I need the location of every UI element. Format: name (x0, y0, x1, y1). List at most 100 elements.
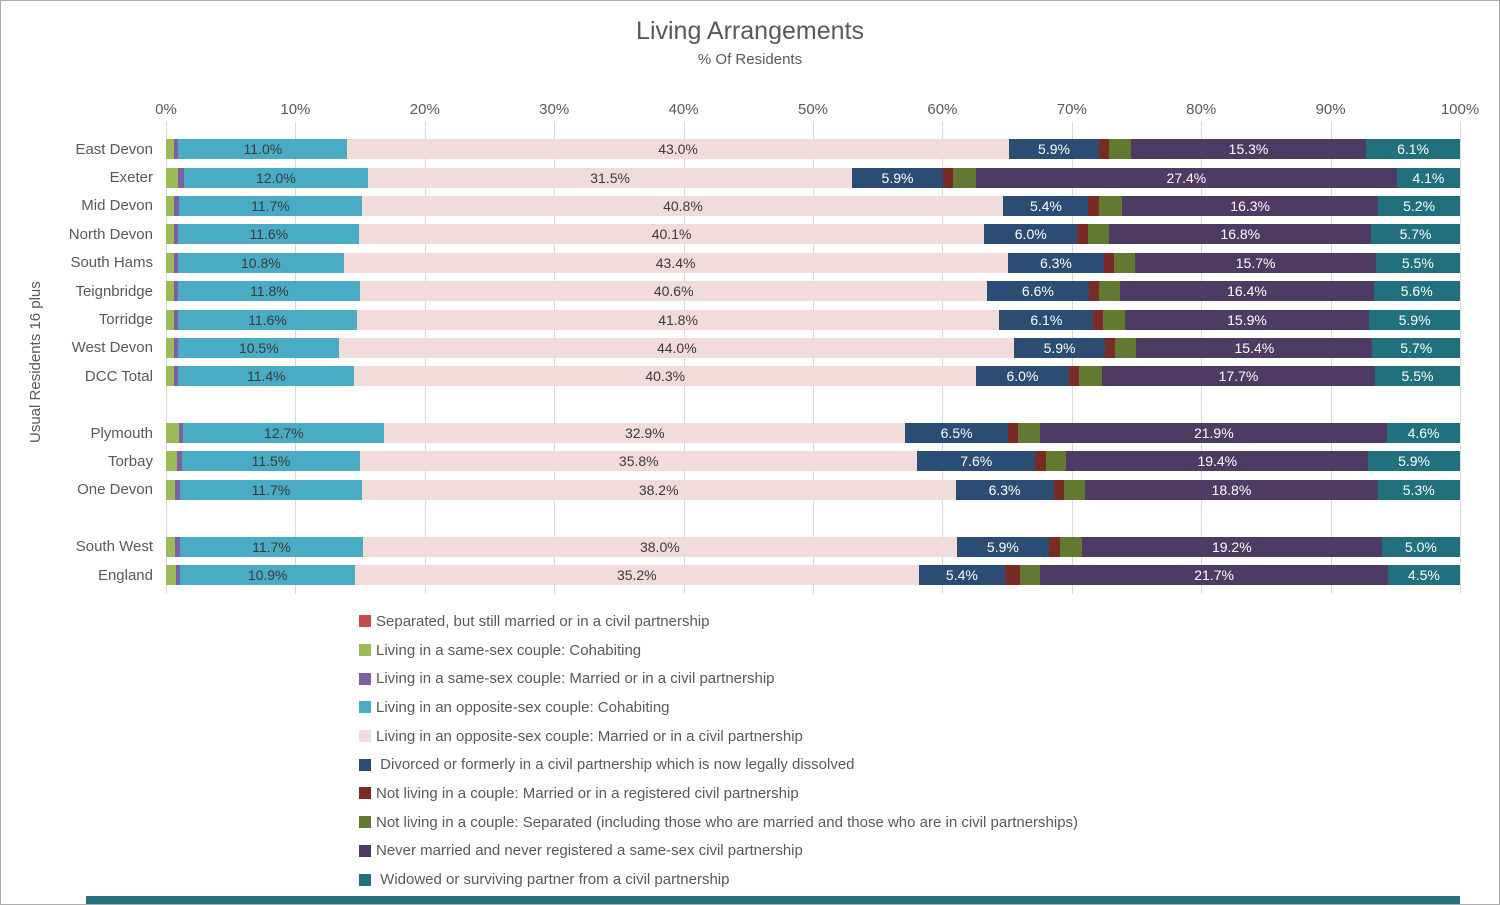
bar-value-label: 15.4% (1234, 339, 1275, 356)
stacked-bar: 11.5% 35.8% 7.6% 19.4% 5.9% (166, 451, 1460, 472)
bar-segment: 5.3% (1377, 479, 1460, 500)
bar-segment (173, 252, 179, 273)
category-label: Torbay (107, 452, 153, 470)
bar-segment (175, 536, 181, 557)
bar-value-label: 31.5% (590, 169, 630, 186)
bar-segment: 15.3% (1130, 139, 1367, 160)
bar-segment (166, 224, 174, 245)
bar-value-label: 4.1% (1412, 169, 1445, 186)
bar-value-label: 5.0% (1404, 538, 1437, 555)
bar-value-label: 6.3% (988, 481, 1021, 498)
spacer-row (1, 504, 1460, 532)
bar-segment (1098, 281, 1121, 302)
bar-value-label: 21.7% (1194, 567, 1234, 584)
bar-segment (1104, 252, 1115, 273)
bar-segment (1088, 195, 1099, 216)
bar-value-label: 11.7% (252, 538, 291, 555)
bar-segment: 6.0% (976, 366, 1069, 387)
bar-segment: 5.0% (1381, 536, 1460, 557)
bar-segment: 18.8% (1085, 479, 1378, 500)
chart-row: South Hams 10.8% 43.4% 6.3% 15.7% 5.5% (1, 249, 1460, 277)
bar-segment: 15.4% (1136, 337, 1373, 358)
bar-segment: 5.9% (852, 167, 943, 188)
bar-segment (1053, 479, 1064, 500)
bar-value-label: 6.0% (1006, 368, 1039, 385)
x-tick-label: 80% (1186, 101, 1217, 118)
bar-segment (1046, 451, 1067, 472)
legend-item: Divorced or formerly in a civil partners… (359, 750, 1078, 779)
bar-value-label: 40.1% (651, 226, 692, 243)
legend-item: Not living in a couple: Married or in a … (359, 779, 1078, 808)
bar-segment: 5.4% (918, 565, 1006, 586)
bar-segment (1114, 252, 1136, 273)
bottom-edge-strip (86, 896, 1460, 904)
category-label: North Devon (68, 225, 153, 243)
plot-area: East Devon 11.0% 43.0% 5.9% 15.3% 6.1% Exeter 1… (1, 135, 1460, 589)
bar-segment: 5.2% (1378, 195, 1460, 216)
bar-segment: 40.3% (354, 366, 977, 387)
legend-label: Separated, but still married or in a civ… (376, 612, 710, 630)
chart-row: Torridge 11.6% 41.8% 6.1% 15.9% 5.9% (1, 305, 1460, 333)
gridline (813, 122, 814, 594)
bar-segment: 5.7% (1372, 337, 1460, 358)
bar-segment (166, 281, 174, 302)
legend-swatch (359, 816, 371, 829)
bar-segment: 5.7% (1371, 224, 1460, 245)
bar-value-label: 11.6% (249, 226, 289, 243)
bar-value-label: 27.4% (1166, 169, 1207, 186)
bar-segment (166, 423, 179, 444)
legend-item: Never married and never registered a sam… (359, 837, 1078, 866)
legend-item: Living in a same-sex couple: Cohabiting (359, 636, 1078, 665)
category-label: East Devon (75, 140, 153, 158)
bar-segment: 41.8% (356, 309, 1000, 330)
bar-segment (166, 195, 174, 216)
bar-segment (166, 139, 174, 160)
spacer-row (1, 391, 1460, 419)
bar-segment: 5.6% (1373, 281, 1460, 302)
legend: Separated, but still married or in a civ… (359, 607, 1078, 894)
bar-segment (166, 565, 176, 586)
bar-segment: 5.9% (1369, 309, 1460, 330)
bar-segment: 4.6% (1387, 423, 1460, 444)
stacked-bar: 11.0% 43.0% 5.9% 15.3% 6.1% (166, 139, 1460, 160)
bar-value-label: 6.1% (1030, 311, 1063, 328)
bar-segment (1114, 337, 1137, 358)
legend-label: Living in an opposite-sex couple: Marrie… (376, 727, 803, 745)
bar-segment: 6.1% (1366, 139, 1460, 160)
bar-segment: 6.3% (955, 479, 1054, 500)
bar-segment (1099, 139, 1110, 160)
bar-segment: 11.8% (178, 281, 361, 302)
stacked-bar: 10.5% 44.0% 5.9% 15.4% 5.7% (166, 337, 1460, 358)
bar-segment: 4.5% (1387, 565, 1460, 586)
bar-segment: 35.8% (360, 451, 918, 472)
bar-segment (166, 167, 179, 188)
bar-segment: 40.6% (360, 281, 987, 302)
bar-segment: 12.7% (183, 423, 385, 444)
bar-value-label: 10.9% (247, 567, 288, 584)
legend-swatch (359, 873, 371, 886)
bar-segment: 5.5% (1375, 252, 1460, 273)
bar-value-label: 11.8% (250, 283, 289, 300)
x-tick-label: 40% (668, 101, 699, 118)
bar-value-label: 15.9% (1227, 311, 1267, 328)
bar-segment (942, 167, 953, 188)
bar-value-label: 12.7% (264, 425, 304, 442)
bar-segment: 5.9% (956, 536, 1049, 557)
bar-segment: 21.9% (1040, 423, 1388, 444)
bar-segment: 10.9% (180, 565, 355, 586)
chart-row: Plymouth 12.7% 32.9% 6.5% 21.9% 4.6% (1, 419, 1460, 447)
bar-segment: 19.2% (1081, 536, 1382, 557)
bar-segment (1048, 536, 1060, 557)
legend-label: Living in an opposite-sex couple: Cohabi… (376, 698, 670, 716)
bar-value-label: 10.8% (241, 254, 281, 271)
bar-segment (1035, 451, 1047, 472)
legend-item: Separated, but still married or in a civ… (359, 607, 1078, 636)
bar-segment: 15.9% (1124, 309, 1370, 330)
bar-segment (1077, 224, 1088, 245)
bar-segment (166, 309, 174, 330)
bar-segment (173, 195, 179, 216)
legend-item: Not living in a couple: Separated (inclu… (359, 808, 1078, 837)
chart-row: South West 11.7% 38.0% 5.9% 19.2% 5.0% (1, 532, 1460, 560)
bar-segment (1087, 224, 1110, 245)
x-tick-label: 30% (539, 101, 570, 118)
